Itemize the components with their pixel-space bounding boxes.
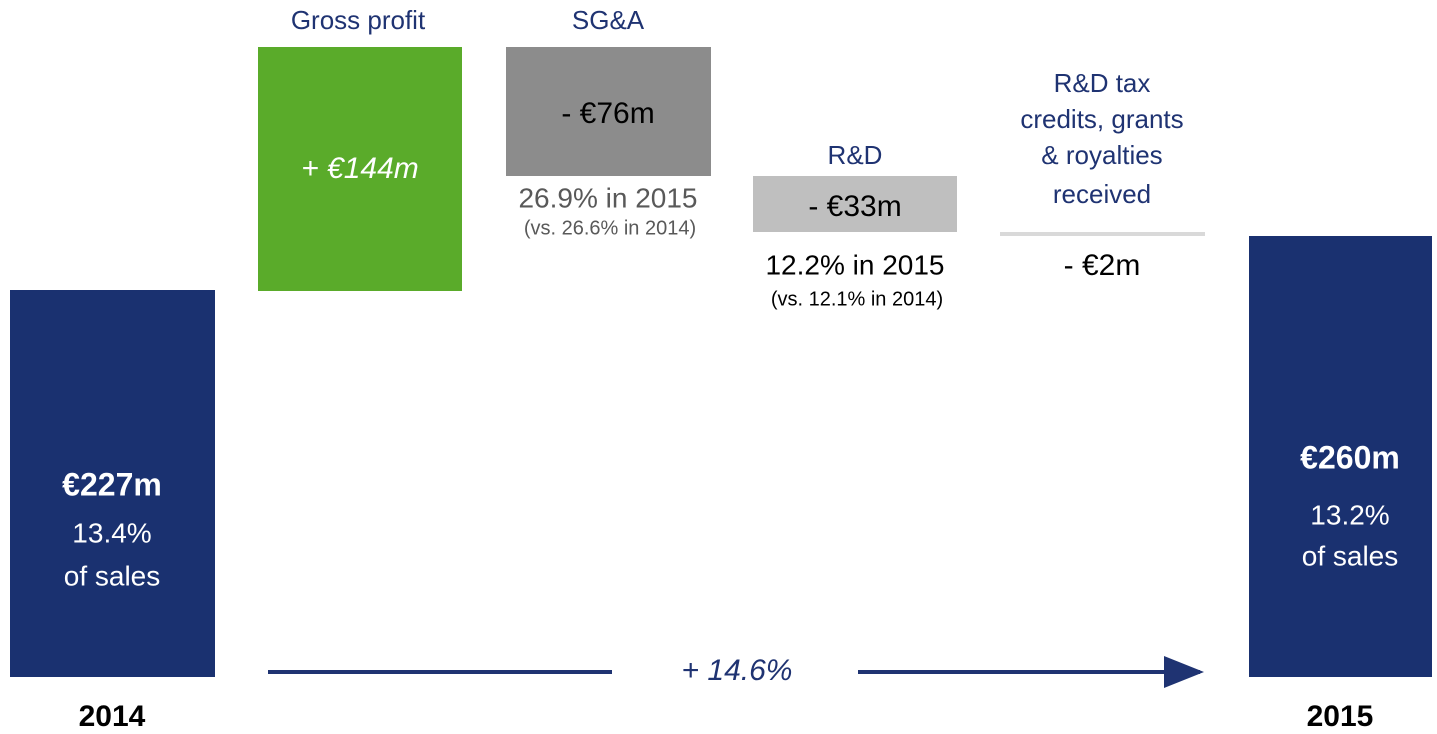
- step-label-line: R&D tax: [1054, 68, 1151, 98]
- step-note-sub: (vs. 12.1% in 2014): [771, 288, 943, 310]
- tax-box: [1000, 232, 1205, 236]
- step-value: + €144m: [301, 152, 419, 185]
- step-note: 12.2% in 2015: [765, 249, 944, 280]
- sga-box: [506, 47, 711, 176]
- step-label-line: & royalties: [1041, 140, 1162, 170]
- end-value: €260m: [1300, 439, 1400, 475]
- step-label-line: received: [1053, 179, 1151, 209]
- end-sub: of sales: [1302, 540, 1399, 571]
- end-bar: [1249, 236, 1432, 677]
- gross-profit-box: [258, 47, 462, 291]
- step-label: R&D: [828, 140, 883, 170]
- growth-label: + 14.6%: [682, 654, 793, 687]
- start-sub: of sales: [64, 560, 161, 591]
- step-value: - €33m: [808, 190, 901, 223]
- start-pct: 13.4%: [72, 517, 151, 548]
- rd-box: [753, 176, 957, 232]
- step-note-sub: (vs. 26.6% in 2014): [524, 217, 696, 239]
- start-year: 2014: [79, 700, 146, 733]
- start-value: €227m: [62, 466, 162, 502]
- end-year: 2015: [1307, 700, 1374, 733]
- step-label: Gross profit: [291, 5, 426, 35]
- step-label-line: credits, grants: [1020, 104, 1183, 134]
- step-value: - €76m: [561, 97, 654, 130]
- step-label: SG&A: [572, 5, 645, 35]
- end-pct: 13.2%: [1310, 499, 1389, 530]
- step-value: - €2m: [1064, 249, 1141, 282]
- step-note: 26.9% in 2015: [518, 182, 697, 213]
- start-bar: [10, 290, 215, 677]
